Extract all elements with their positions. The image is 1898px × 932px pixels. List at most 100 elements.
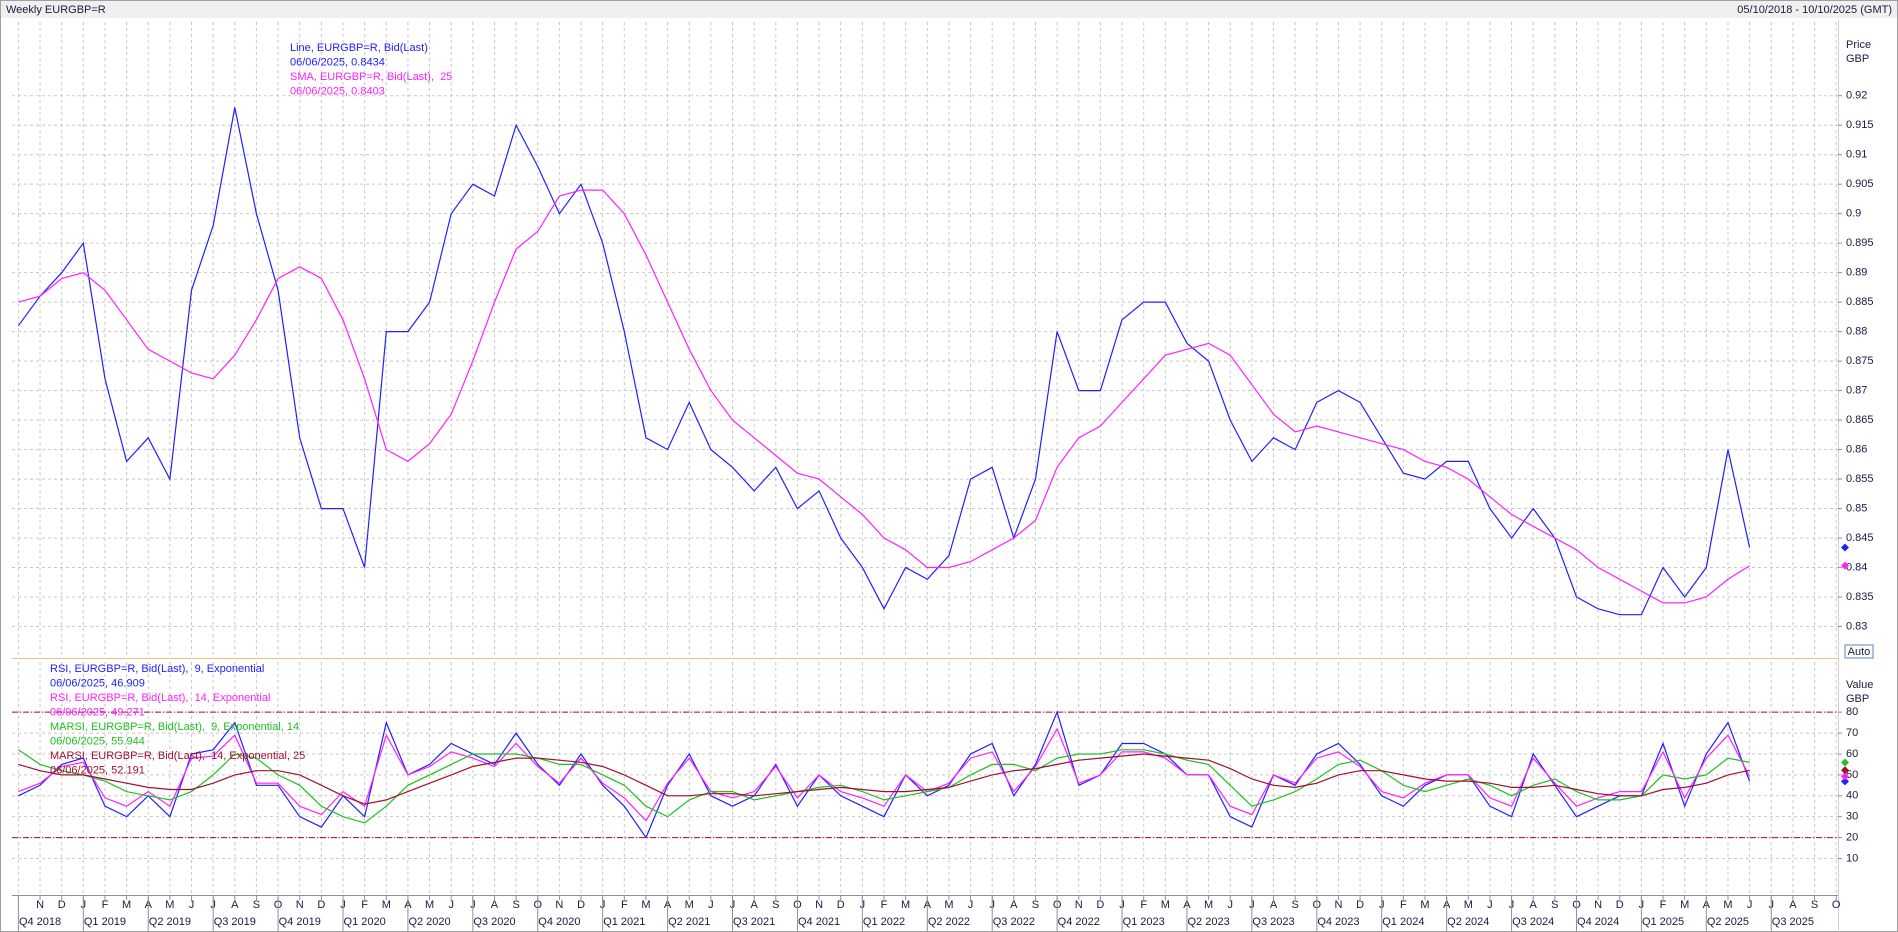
x-tick-label: S bbox=[1291, 899, 1298, 911]
quarter-label: Q2 2021 bbox=[668, 916, 710, 928]
legend-last-value: 06/06/2025, 52.191 bbox=[50, 764, 145, 776]
quarter-label: Q1 2025 bbox=[1642, 916, 1684, 928]
x-tick-label: N bbox=[1075, 899, 1083, 911]
y-tick-label: 0.855 bbox=[1846, 473, 1874, 485]
y-tick-label: 0.83 bbox=[1846, 620, 1867, 632]
auto-button[interactable]: Auto bbox=[1848, 646, 1871, 658]
x-tick-label: A bbox=[1010, 899, 1018, 911]
quarter-label: Q2 2023 bbox=[1187, 916, 1229, 928]
x-tick-label: D bbox=[317, 899, 325, 911]
y-tick-label: 20 bbox=[1846, 831, 1858, 843]
quarter-label: Q4 2022 bbox=[1058, 916, 1100, 928]
quarter-label: Q2 2019 bbox=[149, 916, 191, 928]
quarter-label: Q4 2020 bbox=[538, 916, 580, 928]
series-line bbox=[18, 727, 1751, 822]
y-axis-unit: GBP bbox=[1846, 53, 1869, 65]
y-tick-label: 60 bbox=[1846, 748, 1858, 760]
x-tick-label: M bbox=[1161, 899, 1170, 911]
x-tick-label: J bbox=[708, 899, 714, 911]
legend-last-value: 06/06/2025, 0.8403 bbox=[290, 85, 385, 97]
quarter-label: Q1 2023 bbox=[1123, 916, 1165, 928]
x-tick-label: J bbox=[189, 899, 195, 911]
legend-name: RSI, EURGBP=R, Bid(Last), 14, Exponentia… bbox=[50, 692, 270, 704]
quarter-label: Q1 2022 bbox=[863, 916, 905, 928]
y-tick-label: 10 bbox=[1846, 852, 1858, 864]
auto-button-box bbox=[1844, 644, 1874, 659]
quarter-label: Q3 2021 bbox=[733, 916, 775, 928]
x-tick-label: M bbox=[1204, 899, 1213, 911]
x-tick-label: A bbox=[1789, 899, 1797, 911]
series-line bbox=[18, 189, 1750, 604]
x-tick-label: J bbox=[448, 899, 454, 911]
quarter-label: Q2 2025 bbox=[1707, 916, 1749, 928]
legend-name: MARSI, EURGBP=R, Bid(Last), 9, Exponenti… bbox=[50, 721, 299, 733]
x-tick-label: F bbox=[1400, 899, 1407, 911]
quarter-label: Q4 2024 bbox=[1577, 916, 1619, 928]
quarter-label: Q4 2019 bbox=[279, 916, 321, 928]
legend-last-value: 06/06/2025, 46.909 bbox=[50, 677, 145, 689]
x-tick-label: F bbox=[621, 899, 628, 911]
quarter-label: Q3 2019 bbox=[214, 916, 256, 928]
x-tick-label: M bbox=[1723, 899, 1732, 911]
last-value-marker bbox=[1841, 777, 1849, 786]
x-tick-label: S bbox=[1811, 899, 1818, 911]
x-tick-label: M bbox=[1680, 899, 1689, 911]
quarter-label: Q3 2025 bbox=[1772, 916, 1814, 928]
y-tick-label: 0.9 bbox=[1846, 208, 1861, 220]
x-tick-label: O bbox=[1832, 899, 1841, 911]
last-value-marker bbox=[1841, 758, 1849, 767]
x-tick-label: M bbox=[165, 899, 174, 911]
quarter-label: Q3 2020 bbox=[473, 916, 515, 928]
y-tick-label: 40 bbox=[1846, 790, 1858, 802]
y-tick-label: 0.865 bbox=[1846, 414, 1874, 426]
legend-name: Line, EURGBP=R, Bid(Last) bbox=[290, 42, 428, 54]
x-tick-label: S bbox=[1551, 899, 1558, 911]
x-tick-label: M bbox=[944, 899, 953, 911]
y-tick-label: 0.895 bbox=[1846, 237, 1874, 249]
quarter-label: Q4 2021 bbox=[798, 916, 840, 928]
x-tick-label: J bbox=[1227, 899, 1233, 911]
header-bar bbox=[1, 1, 1897, 18]
legend-last-value: 06/06/2025, 0.8434 bbox=[290, 56, 385, 68]
y-tick-label: 0.86 bbox=[1846, 443, 1867, 455]
quarter-label: Q2 2020 bbox=[408, 916, 450, 928]
quarter-label: Q1 2019 bbox=[84, 916, 126, 928]
x-tick-label: F bbox=[361, 899, 368, 911]
y-tick-label: 0.84 bbox=[1846, 561, 1867, 573]
x-tick-label: D bbox=[837, 899, 845, 911]
y-axis-title: Price bbox=[1846, 39, 1871, 51]
y-tick-label: 0.88 bbox=[1846, 326, 1867, 338]
legend-name: MARSI, EURGBP=R, Bid(Last), 14, Exponent… bbox=[50, 750, 305, 762]
x-tick-label: M bbox=[1464, 899, 1473, 911]
y-tick-label: 0.87 bbox=[1846, 385, 1867, 397]
x-tick-label: M bbox=[382, 899, 391, 911]
y-tick-label: 0.92 bbox=[1846, 90, 1867, 102]
x-tick-label: S bbox=[253, 899, 260, 911]
x-tick-label: N bbox=[555, 899, 563, 911]
y-tick-label: 0.905 bbox=[1846, 178, 1874, 190]
y-axis-title: Value bbox=[1846, 679, 1873, 691]
quarter-label: Q1 2021 bbox=[603, 916, 645, 928]
x-tick-label: D bbox=[1096, 899, 1104, 911]
x-tick-label: A bbox=[1530, 899, 1538, 911]
header-range: 05/10/2018 - 10/10/2025 (GMT) bbox=[1737, 4, 1892, 16]
y-tick-label: 0.91 bbox=[1846, 149, 1867, 161]
y-tick-label: 70 bbox=[1846, 727, 1858, 739]
x-tick-label: N bbox=[815, 899, 823, 911]
y-tick-label: 30 bbox=[1846, 811, 1858, 823]
x-tick-label: S bbox=[1032, 899, 1039, 911]
x-tick-label: A bbox=[491, 899, 499, 911]
series-line bbox=[17, 107, 1751, 616]
y-tick-label: 0.835 bbox=[1846, 591, 1874, 603]
x-tick-label: A bbox=[750, 899, 758, 911]
x-tick-label: F bbox=[881, 899, 888, 911]
y-tick-label: 80 bbox=[1846, 706, 1858, 718]
legend-name: RSI, EURGBP=R, Bid(Last), 9, Exponential bbox=[50, 663, 264, 675]
x-tick-label: D bbox=[58, 899, 66, 911]
quarter-label: Q2 2024 bbox=[1447, 916, 1489, 928]
y-axis-unit: GBP bbox=[1846, 693, 1869, 705]
quarter-label: Q2 2022 bbox=[928, 916, 970, 928]
y-tick-label: 0.89 bbox=[1846, 267, 1867, 279]
x-tick-label: S bbox=[512, 899, 519, 911]
